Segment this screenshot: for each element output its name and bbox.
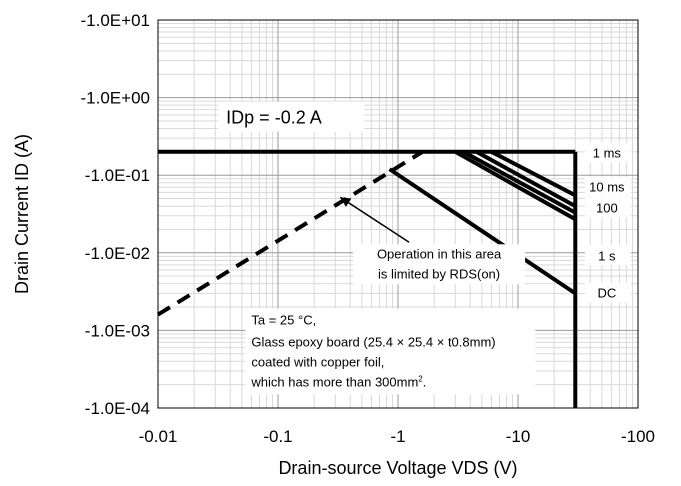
y-tick-label: -1.0E-04	[85, 399, 150, 418]
series-line	[454, 150, 577, 222]
y-axis-title: Drain Current ID (A)	[12, 134, 32, 294]
y-tick-label: -1.0E-02	[85, 244, 150, 263]
curve-label-box	[584, 245, 631, 266]
curve-label: 1 s	[598, 248, 616, 263]
x-tick-label: -1	[390, 427, 405, 446]
conditions-superscript: 2	[418, 374, 423, 383]
x-tick-labels: -0.01 -0.1 -1 -10 -100	[139, 427, 655, 446]
curve-label-box	[584, 197, 631, 218]
series-line	[475, 150, 577, 208]
series-line	[490, 150, 577, 198]
series-line	[388, 167, 577, 296]
curve-label-box	[584, 142, 631, 163]
y-tick-label: -1.0E+00	[81, 89, 150, 108]
conditions-line3: coated with copper foil,	[251, 354, 384, 369]
curve-label: 1 ms	[593, 145, 622, 160]
x-tick-label: -0.1	[263, 427, 292, 446]
y-tick-labels: -1.0E+01 -1.0E+00 -1.0E-01 -1.0E-02 -1.0E-03…	[81, 11, 150, 418]
series-line	[156, 150, 424, 317]
x-axis-title: Drain-source Voltage VDS (V)	[278, 458, 517, 478]
curve-label: 100	[596, 201, 618, 216]
series-layer	[156, 149, 578, 408]
y-tick-label: -1.0E-03	[85, 321, 150, 340]
series-line	[462, 150, 577, 215]
conditions-line1: Ta = 25 °C,	[251, 312, 316, 327]
curve-label-box	[584, 176, 631, 197]
y-tick-label: -1.0E-01	[85, 166, 150, 185]
x-tick-label: -10	[506, 427, 531, 446]
curve-label: DC	[597, 286, 616, 301]
idp-annotation: IDp = -0.2 A	[226, 108, 322, 128]
conditions-line4: which has more than 300mm2.	[250, 374, 426, 389]
x-tick-label: -0.01	[139, 427, 178, 446]
curve-label-box	[584, 282, 631, 303]
curve-label: 10 ms	[589, 180, 625, 195]
rds-annotation-line2: is limited by RDS(on)	[378, 266, 500, 281]
rds-annotation-line1: Operation in this area	[377, 246, 502, 261]
curve-labels: 1 ms 10 ms 100 1 s DC	[584, 142, 631, 303]
rds-label-box	[353, 244, 526, 285]
conditions-box	[245, 308, 536, 395]
plot-frame	[157, 19, 639, 409]
idp-label-box	[218, 101, 365, 132]
conditions-line2: Glass epoxy board (25.4 × 25.4 × t0.8mm)	[251, 334, 495, 349]
conditions-line4-main: which has more than 300mm	[250, 374, 418, 389]
x-tick-label: -100	[621, 427, 655, 446]
y-tick-label: -1.0E+01	[81, 11, 150, 30]
arrow-shaft	[339, 196, 410, 243]
rds-arrow	[339, 196, 410, 243]
arrow-head	[340, 197, 352, 207]
conditions-line4-end: .	[423, 374, 427, 389]
